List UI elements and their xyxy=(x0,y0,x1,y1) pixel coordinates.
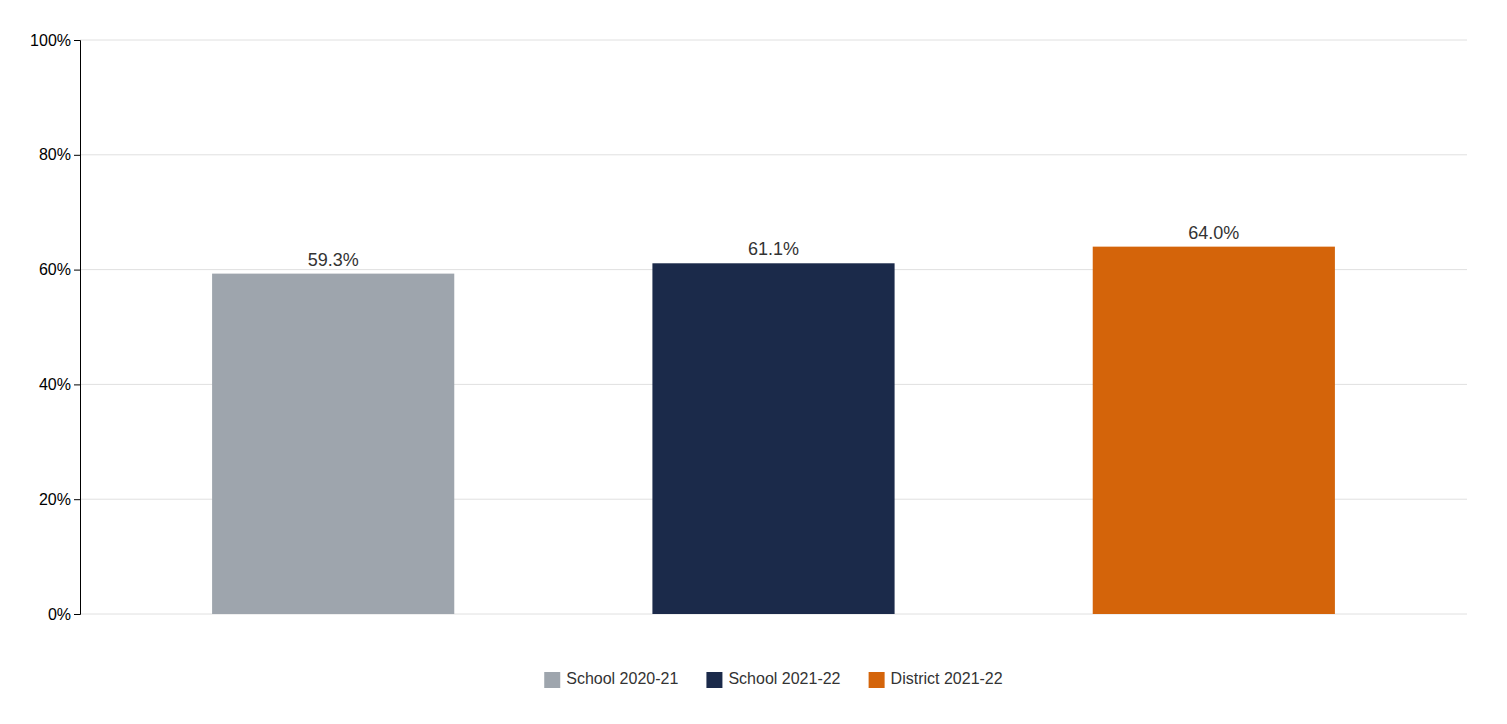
legend-label: District 2021-22 xyxy=(891,670,1003,687)
tick-label: 0% xyxy=(48,606,71,623)
bar xyxy=(1093,247,1335,614)
chart: 0% 20% 40% 60% 80% 100% 59.3% 61.1% 64.0% School … xyxy=(0,0,1507,724)
tick-label: 80% xyxy=(39,146,71,163)
legend-item: School 2020-21 xyxy=(544,670,678,688)
axis-domain xyxy=(74,41,81,615)
tick: 100% xyxy=(30,32,80,49)
bar xyxy=(652,263,894,614)
plot: 0% 20% 40% 60% 80% 100% 59.3% 61.1% 64.0% xyxy=(30,32,1467,623)
data-label: 59.3% xyxy=(308,250,359,270)
tick: 20% xyxy=(39,491,80,508)
tick: 60% xyxy=(39,261,80,278)
legend-swatch xyxy=(869,672,885,688)
legend-swatch xyxy=(706,672,722,688)
legend-label: School 2020-21 xyxy=(566,670,678,687)
y-axis: 0% 20% 40% 60% 80% 100% xyxy=(30,32,80,623)
tick-mark xyxy=(74,270,80,271)
data-label: 64.0% xyxy=(1188,223,1239,243)
tick-label: 20% xyxy=(39,491,71,508)
tick-mark xyxy=(74,155,80,156)
tick-label: 40% xyxy=(39,376,71,393)
tick-mark xyxy=(74,499,80,500)
bars xyxy=(212,247,1335,614)
legend: School 2020-21 School 2021-22 District 202… xyxy=(544,670,1003,688)
bar xyxy=(212,274,454,614)
legend-label: School 2021-22 xyxy=(728,670,840,687)
tick-label: 100% xyxy=(30,32,71,49)
data-label: 61.1% xyxy=(748,239,799,259)
data-labels: 59.3% 61.1% 64.0% xyxy=(308,223,1240,270)
legend-item: School 2021-22 xyxy=(706,670,840,688)
grid-line xyxy=(80,154,1467,155)
grid-line xyxy=(80,40,1467,41)
tick: 0% xyxy=(48,606,80,623)
tick-mark xyxy=(74,40,80,41)
legend-item: District 2021-22 xyxy=(869,670,1003,688)
tick-mark xyxy=(74,614,80,615)
tick: 40% xyxy=(39,376,80,393)
tick-label: 60% xyxy=(39,261,71,278)
legend-swatch xyxy=(544,672,560,688)
tick: 80% xyxy=(39,146,80,163)
grid xyxy=(80,40,1467,614)
tick-mark xyxy=(74,384,80,385)
